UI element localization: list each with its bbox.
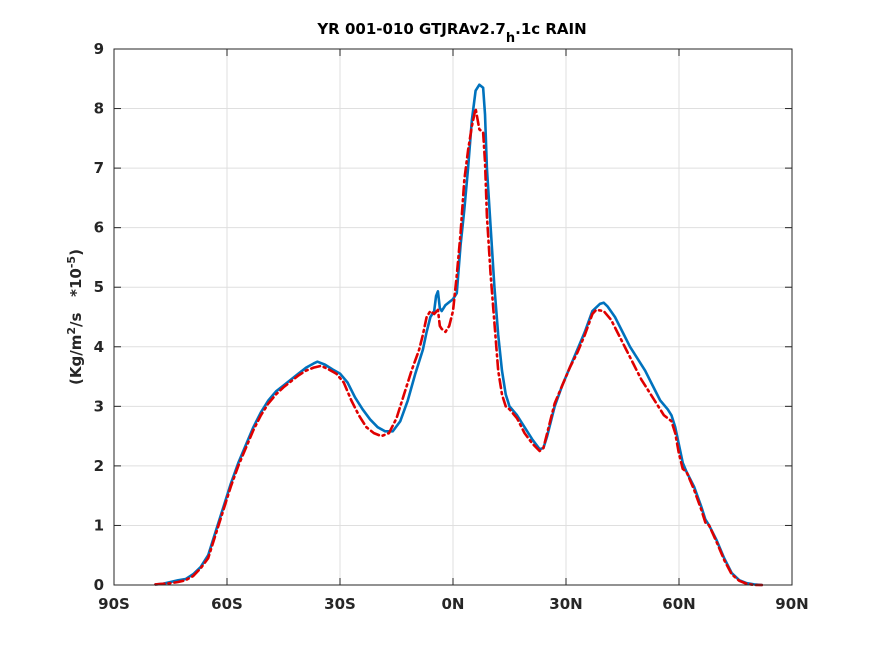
x-tick-label: 0N [442, 595, 465, 613]
ylabel-sup2: -5 [65, 256, 78, 268]
y-tick-label: 6 [94, 219, 104, 237]
ticks [113, 48, 793, 586]
ylabel-middle: /s *10 [67, 268, 85, 327]
ylabel-sup1: 2 [65, 327, 78, 335]
y-tick-label: 8 [94, 100, 104, 118]
x-tick-label: 60S [211, 595, 243, 613]
title-main: YR 001-010 GTJRAv2.7 [316, 20, 506, 38]
y-axis-label: (Kg/m2/s *10-5) [65, 249, 85, 385]
title-subscript: h [506, 31, 515, 46]
y-tick-label: 0 [94, 576, 104, 594]
y-tick-label: 1 [94, 516, 104, 534]
y-tick-label: 5 [94, 278, 104, 296]
x-tick-label: 30S [324, 595, 356, 613]
y-tick-label: 2 [94, 457, 104, 475]
ylabel-suffix: ) [67, 249, 85, 256]
x-tick-label: 90S [98, 595, 130, 613]
x-tick-label: 90N [775, 595, 808, 613]
x-tick-label: 60N [662, 595, 695, 613]
series-line-1 [154, 83, 764, 587]
ylabel-prefix: (Kg/m [67, 335, 85, 385]
y-tick-label: 9 [94, 40, 104, 58]
series-line-2 [154, 107, 764, 587]
y-tick-label: 3 [94, 397, 104, 415]
tick-labels: 90S 60S 30S 0N 30N 60N 90N 0 1 2 3 4 5 6 7 8 9 [94, 40, 809, 613]
chart-title: YR 001-010 GTJRAv2.7h.1c RAIN [316, 20, 586, 46]
x-tick-label: 30N [549, 595, 582, 613]
title-suffix: .1c RAIN [515, 20, 587, 38]
series-layer [154, 83, 764, 587]
y-tick-label: 7 [94, 159, 104, 177]
y-tick-label: 4 [94, 338, 104, 356]
